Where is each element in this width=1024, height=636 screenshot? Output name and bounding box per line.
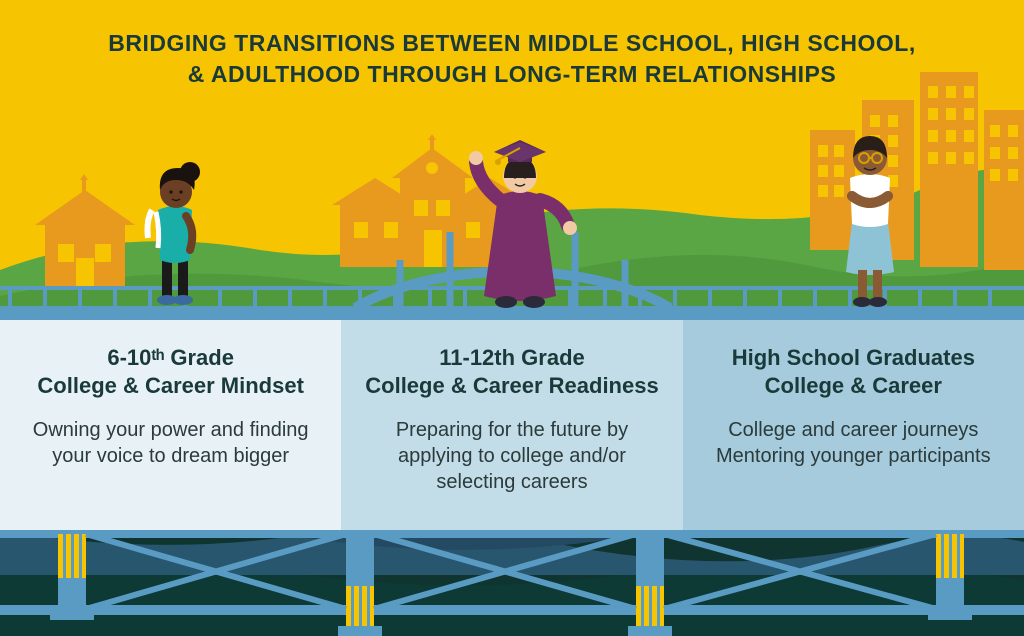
- panel-grades-11-12: 11-12th Grade College & Career Readiness…: [341, 320, 682, 530]
- bridge-deck: [0, 308, 1024, 320]
- panel-heading: 11-12th Grade College & Career Readiness: [361, 344, 662, 399]
- stage-panels: 6-10ᵗʰ Grade College & Career Mindset Ow…: [0, 320, 1024, 530]
- scene-illustration: [0, 0, 1024, 636]
- panel-heading: 6-10ᵗʰ Grade College & Career Mindset: [20, 344, 321, 399]
- panel-body: Owning your power and finding your voice…: [20, 417, 321, 469]
- panel-graduates: High School Graduates College & Career C…: [683, 320, 1024, 530]
- panel-body: College and career journeys Mentoring yo…: [703, 417, 1004, 469]
- title-line1: BRIDGING TRANSITIONS BETWEEN MIDDLE SCHO…: [108, 30, 915, 56]
- panel-body: Preparing for the future by applying to …: [361, 417, 662, 495]
- panel-heading: High School Graduates College & Career: [703, 344, 1004, 399]
- main-title: BRIDGING TRANSITIONS BETWEEN MIDDLE SCHO…: [0, 28, 1024, 90]
- panel-grades-6-10: 6-10ᵗʰ Grade College & Career Mindset Ow…: [0, 320, 341, 530]
- title-line2: & ADULTHOOD THROUGH LONG-TERM RELATIONSH…: [188, 61, 836, 87]
